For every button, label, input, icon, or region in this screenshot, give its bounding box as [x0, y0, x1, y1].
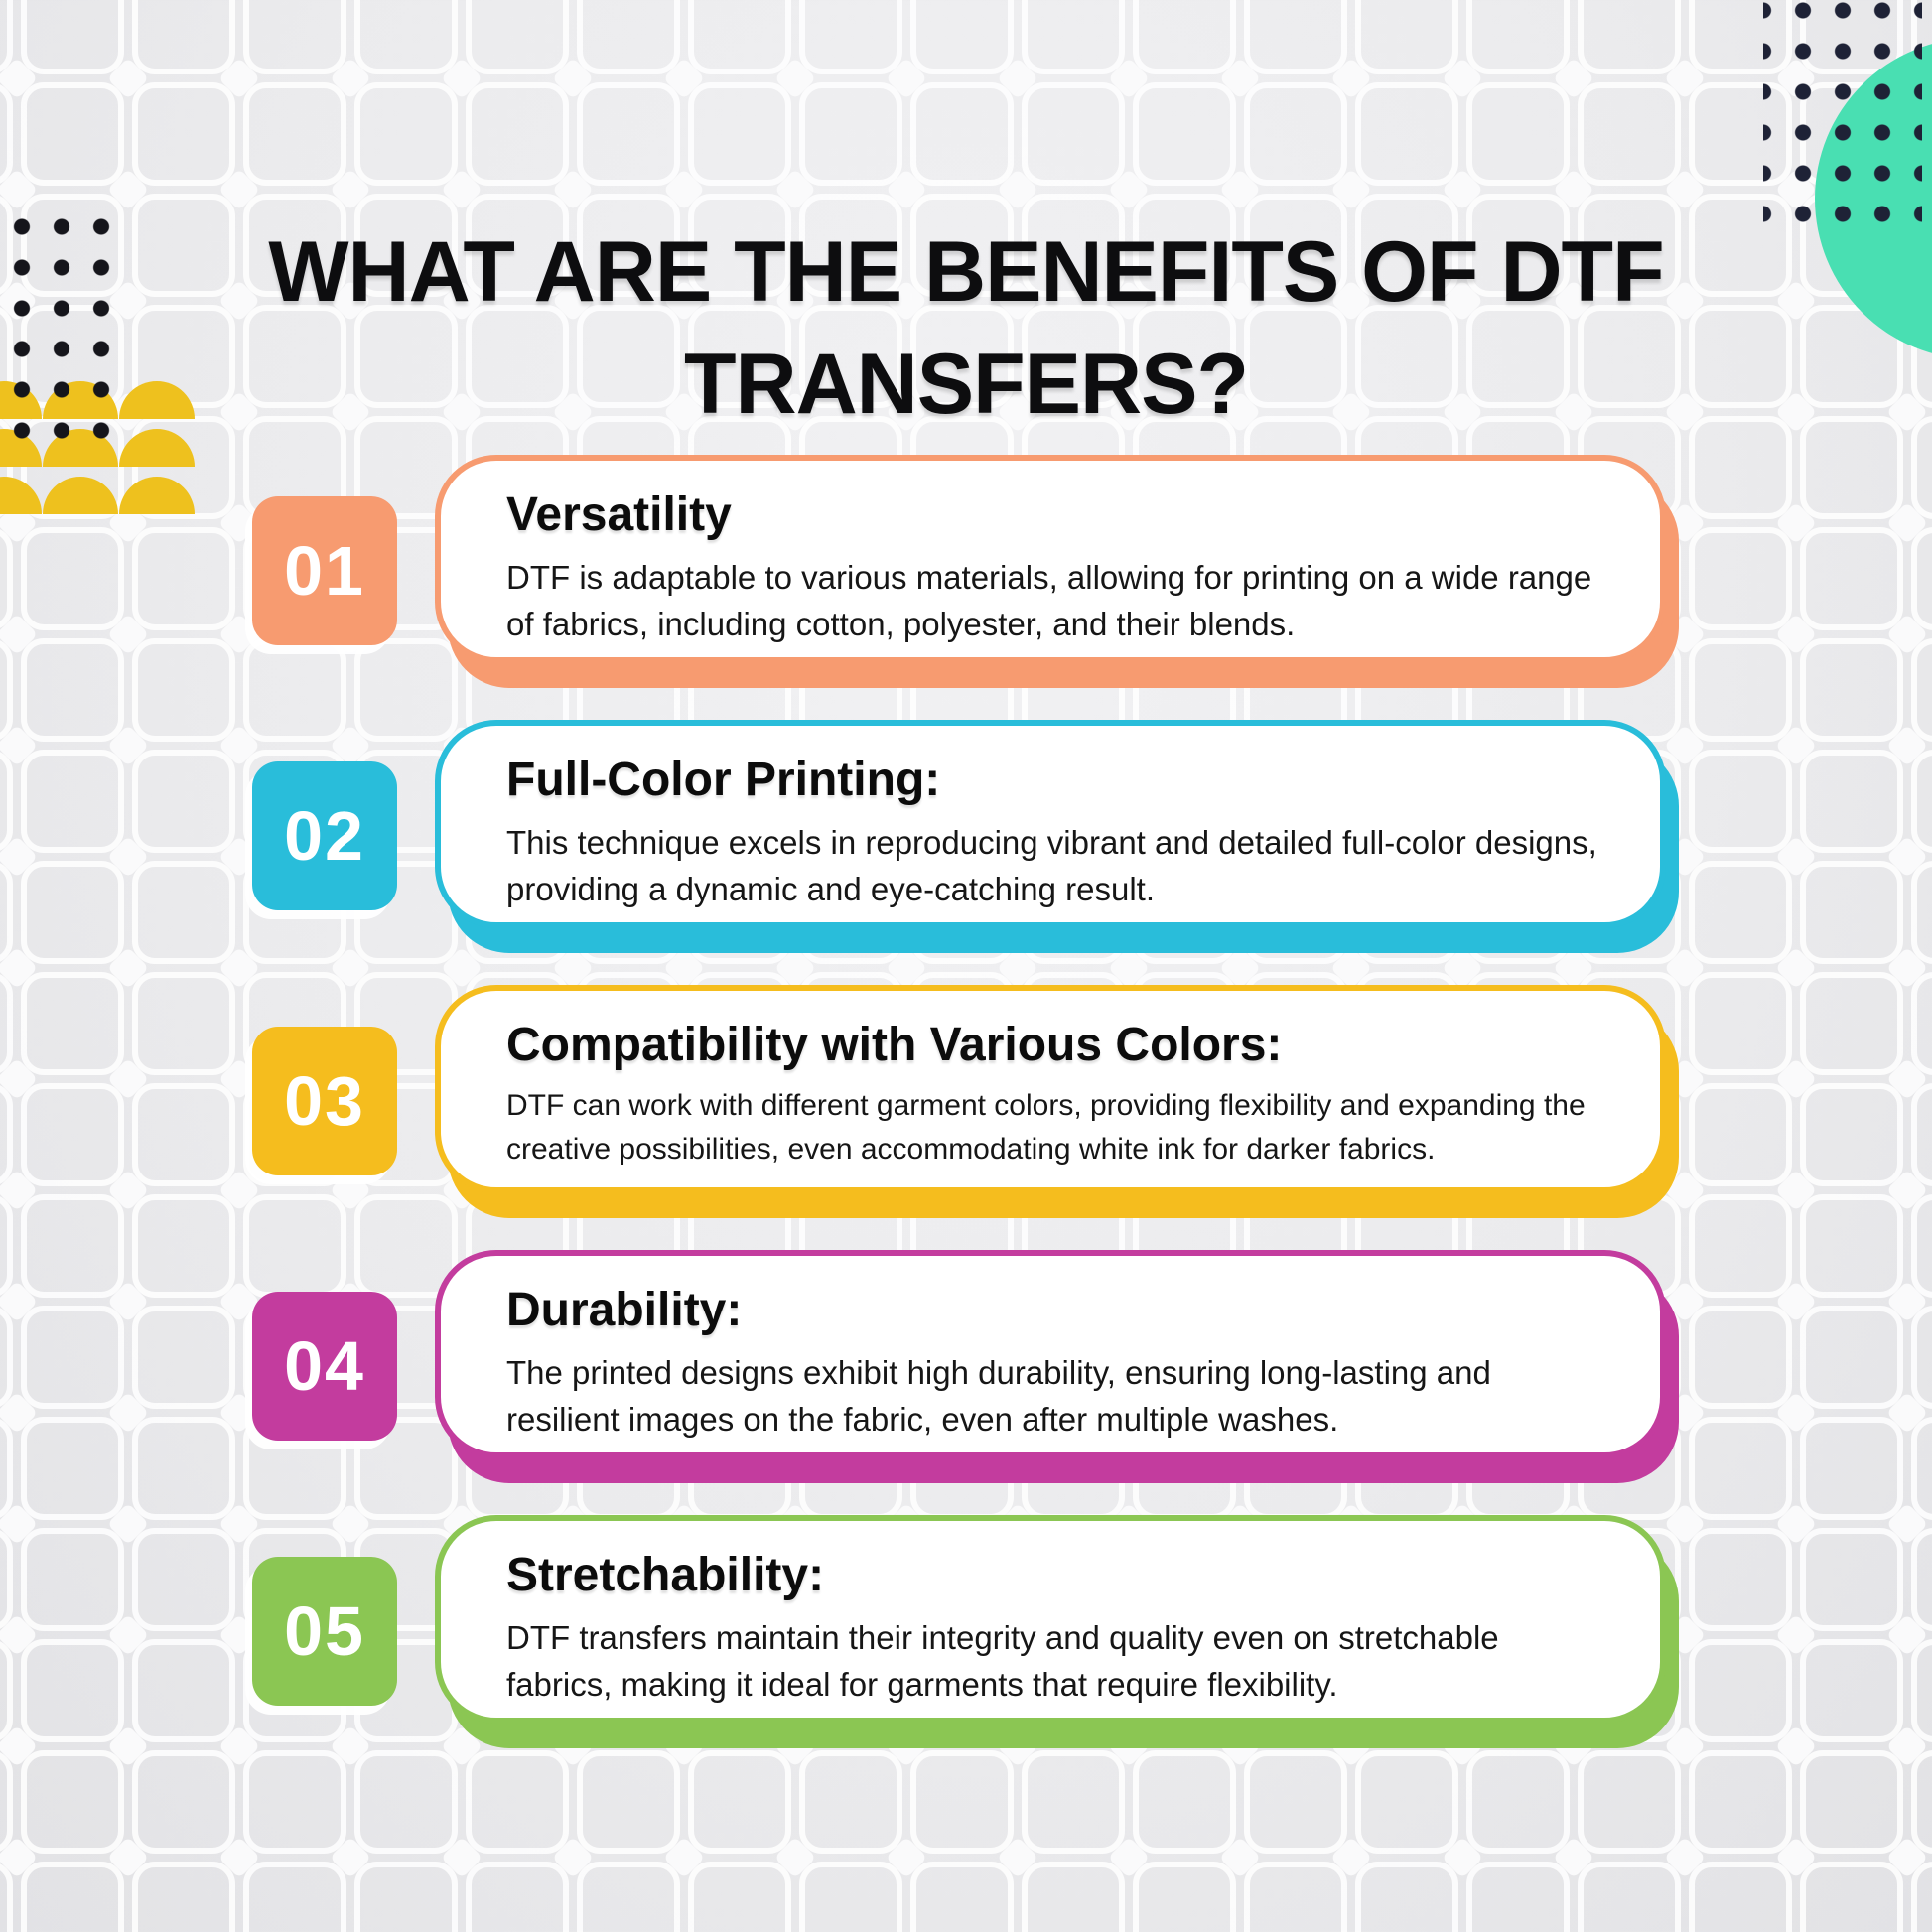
page-title: WHAT ARE THE BENEFITS OF DTF TRANSFERS? — [0, 216, 1932, 441]
card-body: DTF transfers maintain their integrity a… — [506, 1619, 1499, 1703]
benefit-card-versatility: Versatility DTF is adaptable to various … — [435, 455, 1666, 663]
page-title-line1: WHAT ARE THE BENEFITS OF DTF — [268, 223, 1664, 320]
card-body: DTF can work with different garment colo… — [506, 1089, 1586, 1166]
dot-grid-top-right — [1763, 0, 1922, 235]
number-badge-03: 03 — [252, 1027, 397, 1175]
card-body: The printed designs exhibit high durabil… — [506, 1354, 1491, 1438]
scallop-dome — [0, 477, 42, 514]
scallop-row — [0, 477, 195, 514]
dot-grid-left — [1, 207, 122, 452]
card-heading: Versatility — [506, 488, 732, 541]
number-badge-01: 01 — [252, 496, 397, 645]
benefit-card-full-color-printing: Full-Color Printing: This technique exce… — [435, 720, 1666, 928]
card-body: This technique excels in reproducing vib… — [506, 824, 1597, 907]
benefit-card-stretchability: Stretchability: DTF transfers maintain t… — [435, 1515, 1666, 1724]
number-badge-04: 04 — [252, 1292, 397, 1441]
scallop-dome — [43, 477, 118, 514]
benefit-card-compatibility: Compatibility with Various Colors: DTF c… — [435, 985, 1666, 1193]
card-heading: Stretchability: — [506, 1549, 825, 1601]
card-heading: Durability: — [506, 1284, 743, 1336]
number-badge-02: 02 — [252, 761, 397, 910]
benefit-card-durability: Durability: The printed designs exhibit … — [435, 1250, 1666, 1458]
card-heading: Compatibility with Various Colors: — [506, 1019, 1283, 1071]
scallop-dome — [119, 477, 195, 514]
card-heading: Full-Color Printing: — [506, 754, 941, 806]
card-body: DTF is adaptable to various materials, a… — [506, 559, 1592, 642]
number-badge-05: 05 — [252, 1557, 397, 1706]
page-title-line2: TRANSFERS? — [683, 336, 1249, 432]
